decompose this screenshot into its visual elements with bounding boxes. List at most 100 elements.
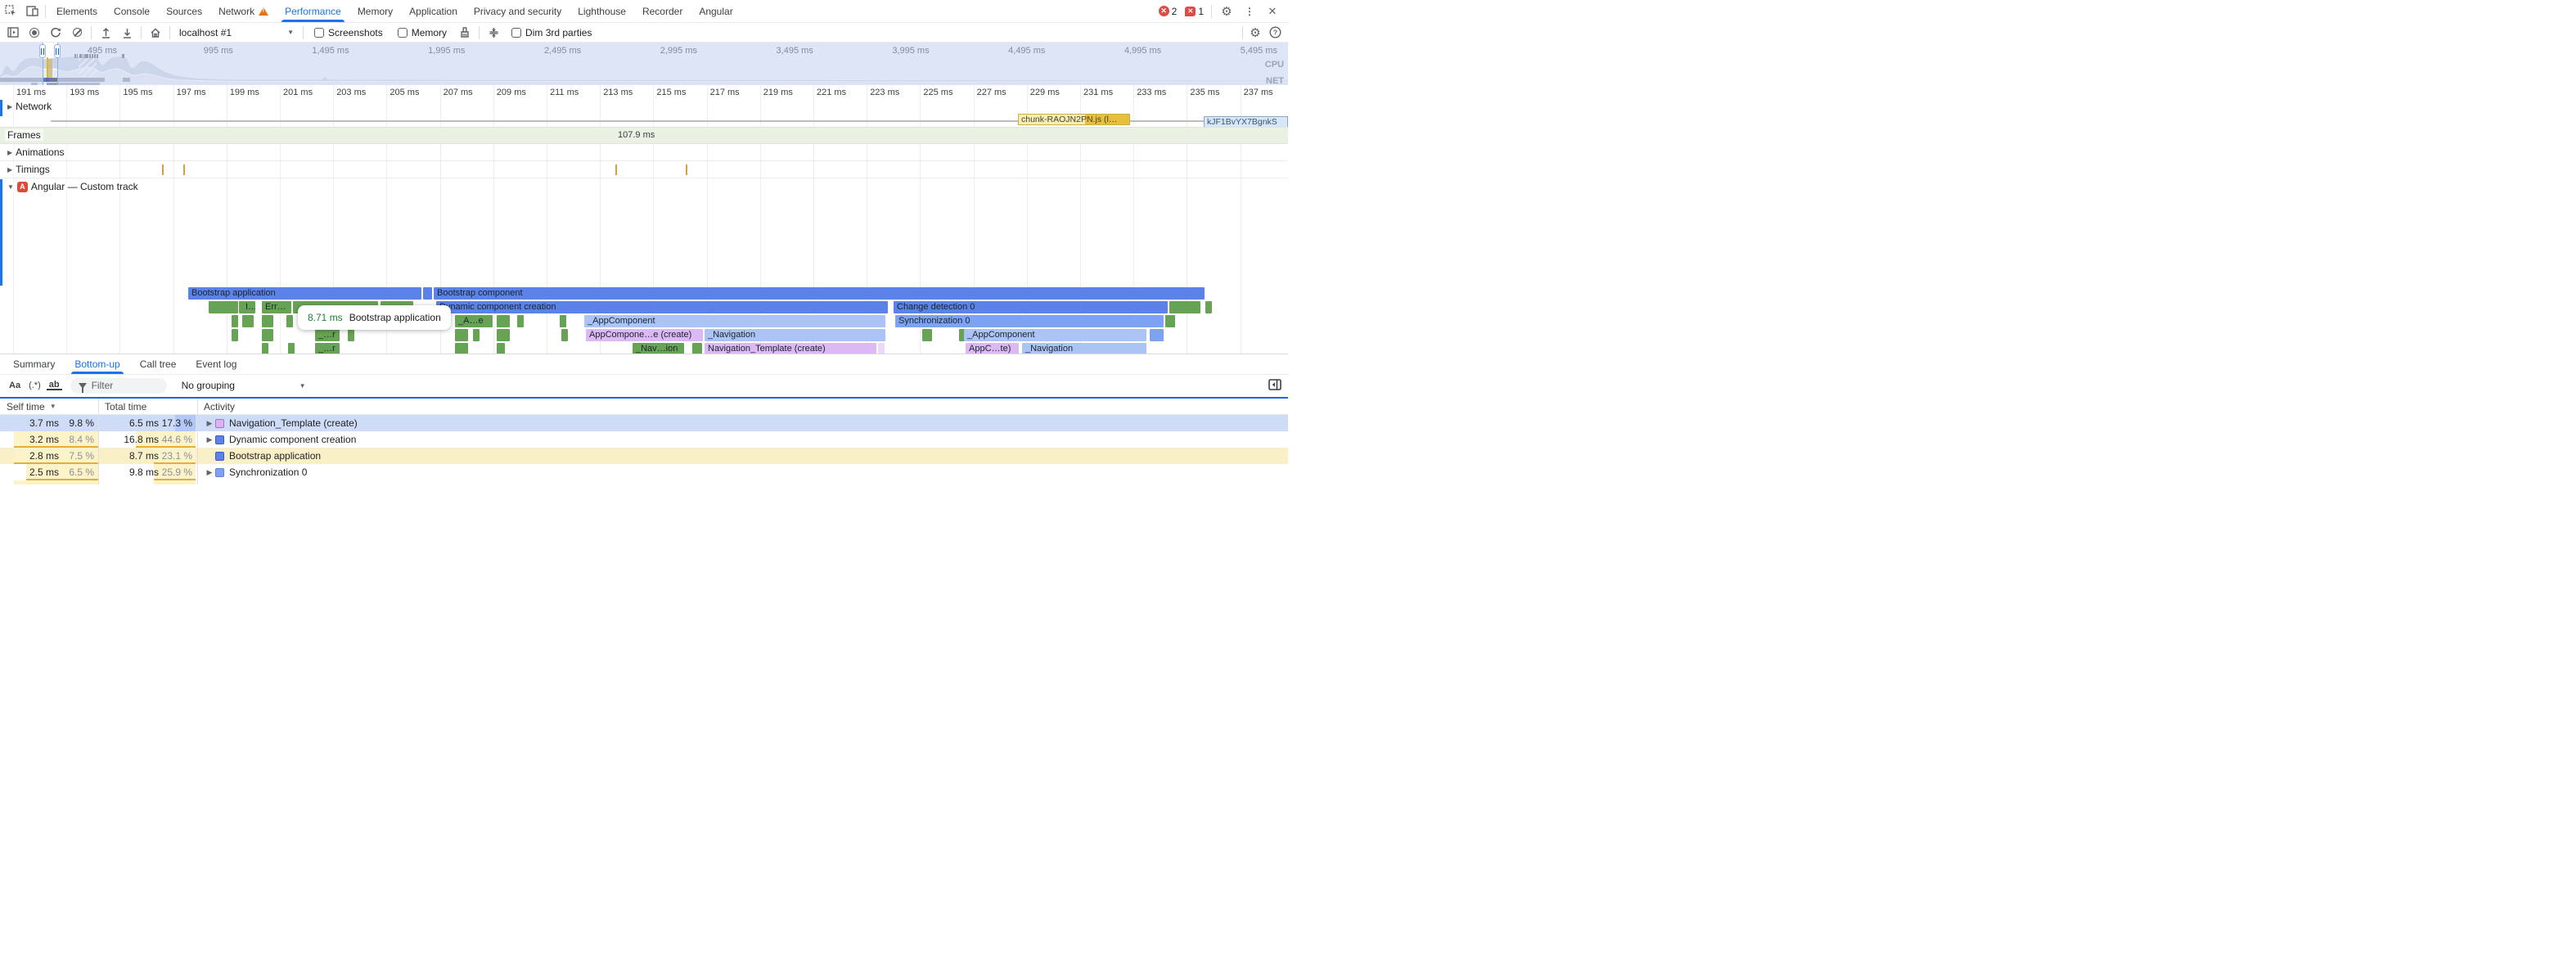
expand-arrow-icon[interactable]: ▶ xyxy=(204,468,215,477)
flame-bar[interactable] xyxy=(232,329,238,341)
record-icon[interactable] xyxy=(25,25,44,41)
flame-bar[interactable] xyxy=(497,329,510,341)
download-profile-icon[interactable] xyxy=(117,25,137,41)
issues-badge[interactable]: ✕ 1 xyxy=(1182,6,1207,17)
more-options-icon[interactable]: ⋮ xyxy=(1239,2,1260,20)
collapse-tracks-icon[interactable] xyxy=(484,25,503,41)
selection-handle-right[interactable] xyxy=(54,44,61,58)
tab-sources[interactable]: Sources xyxy=(158,0,210,22)
flame-bar[interactable] xyxy=(348,329,354,341)
flame-bar[interactable] xyxy=(1194,301,1200,313)
timings-track[interactable]: ▶ Timings xyxy=(0,161,1288,178)
table-row[interactable]: 2.5 ms6.5 %9.8 ms25.9 %▶Synchronization … xyxy=(0,464,1288,480)
toggle-sidebar-icon[interactable] xyxy=(3,25,23,41)
network-track[interactable]: ▶ Network chunk-RAOJN2PN.js (l…kJF1BvYX7… xyxy=(0,100,1288,127)
angular-custom-track[interactable]: ▼ A Angular — Custom track Bootstrap app… xyxy=(0,178,1288,354)
total-time-header[interactable]: Total time xyxy=(105,399,146,414)
filter-input[interactable]: Filter xyxy=(70,378,167,394)
show-sidebar-icon[interactable] xyxy=(1268,379,1281,393)
flame-bar[interactable] xyxy=(517,315,524,327)
inspect-element-icon[interactable] xyxy=(0,2,21,20)
flame-bar[interactable] xyxy=(232,315,238,327)
flame-bar[interactable] xyxy=(232,301,238,313)
flame-bar[interactable] xyxy=(925,329,932,341)
flame-bar[interactable] xyxy=(1150,329,1164,341)
garbage-collect-icon[interactable] xyxy=(455,25,475,41)
expand-arrow-icon[interactable]: ▶ xyxy=(204,435,215,444)
flame-bar[interactable] xyxy=(473,329,480,341)
flame-bar[interactable] xyxy=(455,329,468,341)
grouping-select[interactable]: No grouping ▼ xyxy=(182,380,306,391)
flame-bar-bootstrap-application[interactable]: Bootstrap application xyxy=(188,287,421,300)
flame-bar-i-[interactable]: I… xyxy=(242,301,255,313)
activity-header[interactable]: Activity xyxy=(204,399,235,414)
expand-arrow-icon[interactable]: ▶ xyxy=(204,419,215,428)
flame-bar[interactable] xyxy=(1169,315,1175,327)
clear-icon[interactable] xyxy=(67,25,87,41)
animations-track[interactable]: ▶ Animations xyxy=(0,144,1288,161)
table-row[interactable]: 3.7 ms9.8 %6.5 ms17.3 %▶Navigation_Templ… xyxy=(0,415,1288,431)
flame-bar[interactable] xyxy=(242,315,254,327)
network-request-item[interactable]: chunk-RAOJN2PN.js (l… xyxy=(1018,114,1130,125)
screenshots-checkbox[interactable]: Screenshots xyxy=(308,27,390,38)
memory-checkbox[interactable]: Memory xyxy=(391,27,453,38)
tab-angular[interactable]: Angular xyxy=(691,0,741,22)
selection-handle-left[interactable] xyxy=(39,44,46,58)
details-tab-bottom-up[interactable]: Bottom-up xyxy=(65,354,129,374)
close-devtools-icon[interactable]: ✕ xyxy=(1262,2,1283,20)
dim-3rd-parties-checkbox[interactable]: Dim 3rd parties xyxy=(505,27,598,38)
tab-console[interactable]: Console xyxy=(106,0,158,22)
flame-bar[interactable] xyxy=(560,315,566,327)
reload-and-record-icon[interactable] xyxy=(46,25,65,41)
flame-bar-appcompone-e-create-[interactable]: AppCompone…e (create) xyxy=(586,329,703,341)
frames-track-label[interactable]: Frames xyxy=(5,129,43,141)
angular-track-label[interactable]: ▼ A Angular — Custom track xyxy=(5,181,141,192)
flame-bar--navigation[interactable]: _Navigation xyxy=(705,329,885,341)
table-row[interactable]: 3.2 ms8.4 %16.8 ms44.6 %▶Dynamic compone… xyxy=(0,431,1288,448)
flame-bar[interactable] xyxy=(561,329,568,341)
self-time-header[interactable]: Self time▼ xyxy=(7,399,56,414)
flame-bar[interactable] xyxy=(262,329,273,341)
table-row[interactable] xyxy=(0,480,1288,484)
upload-profile-icon[interactable] xyxy=(96,25,115,41)
details-tab-event-log[interactable]: Event log xyxy=(186,354,246,374)
network-request-item[interactable]: kJF1BvYX7BgnkS xyxy=(1204,116,1288,128)
timeline-overview[interactable]: 495 ms995 ms1,495 ms1,995 ms2,495 ms2,99… xyxy=(0,43,1288,85)
flame-bar-err-[interactable]: Err… xyxy=(262,301,291,313)
flame-bar--appcomponent[interactable]: _AppComponent xyxy=(584,315,885,327)
flame-bar-change-detection-0[interactable]: Change detection 0 xyxy=(894,301,1168,313)
match-case-icon[interactable]: Aa xyxy=(7,381,23,390)
frames-track[interactable]: Frames 107.9 ms xyxy=(0,127,1288,144)
home-icon[interactable] xyxy=(146,25,165,41)
animations-track-label[interactable]: ▶ Animations xyxy=(5,146,67,158)
table-row[interactable]: 2.8 ms7.5 %8.7 ms23.1 %Bootstrap applica… xyxy=(0,448,1288,464)
history-select[interactable]: localhost #1 ▼ xyxy=(174,25,299,41)
tab-privacy-and-security[interactable]: Privacy and security xyxy=(466,0,570,22)
flame-bar--appcomponent[interactable]: _AppComponent xyxy=(964,329,1146,341)
flame-bar-synchronization-0[interactable]: Synchronization 0 xyxy=(895,315,1164,327)
flame-bar-dynamic-component-creation[interactable]: Dynamic component creation xyxy=(436,301,888,313)
flame-bar--r[interactable]: _…r xyxy=(315,329,340,341)
match-whole-word-icon[interactable]: ab xyxy=(47,381,62,390)
regex-icon[interactable]: (.*) xyxy=(26,381,43,390)
capture-settings-gear-icon[interactable]: ⚙ xyxy=(1245,25,1265,41)
flame-bar[interactable] xyxy=(426,287,432,300)
flame-bar[interactable] xyxy=(286,315,293,327)
flame-bar[interactable] xyxy=(1205,301,1212,313)
help-icon[interactable]: ? xyxy=(1265,25,1285,41)
details-tab-call-tree[interactable]: Call tree xyxy=(130,354,187,374)
tab-lighthouse[interactable]: Lighthouse xyxy=(570,0,634,22)
device-toolbar-icon[interactable] xyxy=(21,2,43,20)
tab-network[interactable]: Network xyxy=(210,0,277,22)
tab-performance[interactable]: Performance xyxy=(277,0,349,22)
console-errors-badge[interactable]: ✕ 2 xyxy=(1155,6,1181,17)
details-tab-summary[interactable]: Summary xyxy=(3,354,65,374)
flame-bar--a-e[interactable]: _A…e xyxy=(455,315,493,327)
tab-memory[interactable]: Memory xyxy=(349,0,401,22)
flame-bar[interactable] xyxy=(262,315,273,327)
tab-application[interactable]: Application xyxy=(401,0,466,22)
timings-track-label[interactable]: ▶ Timings xyxy=(5,164,52,175)
flame-bar[interactable] xyxy=(497,315,510,327)
flame-bar-bootstrap-component[interactable]: Bootstrap component xyxy=(434,287,1205,300)
tab-recorder[interactable]: Recorder xyxy=(634,0,691,22)
